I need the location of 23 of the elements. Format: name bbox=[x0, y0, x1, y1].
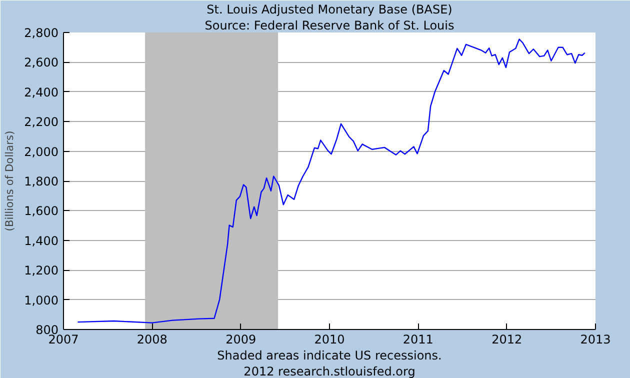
y-tick-label: 2,000 bbox=[24, 144, 59, 159]
chart-title: St. Louis Adjusted Monetary Base (BASE) bbox=[206, 2, 452, 16]
y-tick-label: 1,000 bbox=[24, 293, 59, 308]
x-tick-label: 2007 bbox=[48, 332, 79, 346]
text: 2012 research.stlouisfed.org bbox=[244, 364, 416, 378]
y-tick-label: 1,800 bbox=[24, 174, 59, 188]
x-tick-label: 2008 bbox=[136, 332, 168, 346]
y-tick-label: 1,600 bbox=[24, 204, 59, 218]
y-tick-label: 1,400 bbox=[24, 234, 59, 248]
x-tick-label: 2010 bbox=[314, 332, 345, 346]
y-tick-label: 2,200 bbox=[24, 115, 59, 130]
y-tick-label: 2,600 bbox=[24, 56, 59, 70]
chart-subtitle: Source: Federal Reserve Bank of St. Louis bbox=[204, 18, 454, 32]
x-tick-label: 2009 bbox=[226, 332, 256, 346]
y-tick-label: 2,400 bbox=[24, 85, 59, 100]
y-axis-title: (Billions of Dollars) bbox=[3, 130, 16, 232]
y-tick-label: 1,200 bbox=[24, 264, 59, 278]
x-tick-label: 2011 bbox=[402, 332, 434, 346]
x-tick-label: 2013 bbox=[580, 332, 611, 346]
line-series bbox=[77, 38, 586, 324]
x-tick-label: 2012 bbox=[492, 332, 522, 346]
y-tick-label: 2,800 bbox=[24, 26, 59, 40]
text: Shaded areas indicate US recessions. bbox=[217, 348, 442, 362]
